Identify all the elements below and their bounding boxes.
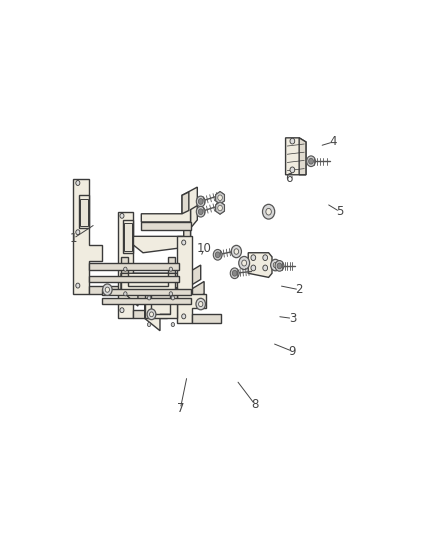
Circle shape — [120, 308, 124, 313]
Circle shape — [215, 252, 220, 257]
Polygon shape — [88, 276, 179, 282]
Text: 10: 10 — [197, 242, 212, 255]
Polygon shape — [145, 288, 152, 302]
Polygon shape — [192, 314, 221, 322]
Polygon shape — [133, 310, 167, 318]
Circle shape — [232, 270, 237, 276]
Circle shape — [309, 158, 314, 164]
Text: 7: 7 — [177, 402, 184, 415]
Polygon shape — [169, 257, 175, 273]
Polygon shape — [102, 289, 191, 295]
Circle shape — [198, 209, 203, 215]
Polygon shape — [123, 220, 133, 253]
Polygon shape — [215, 191, 224, 204]
Polygon shape — [121, 257, 128, 273]
Circle shape — [124, 292, 127, 296]
Circle shape — [196, 298, 205, 310]
Circle shape — [124, 267, 127, 271]
Polygon shape — [141, 187, 197, 222]
Polygon shape — [182, 192, 189, 214]
Polygon shape — [215, 191, 224, 204]
Circle shape — [171, 296, 175, 300]
Circle shape — [148, 296, 151, 300]
Circle shape — [218, 195, 223, 200]
Text: 9: 9 — [289, 345, 296, 358]
Polygon shape — [248, 253, 272, 277]
Circle shape — [149, 312, 153, 317]
Circle shape — [76, 230, 80, 235]
Text: 5: 5 — [336, 205, 343, 218]
Circle shape — [218, 205, 223, 211]
Polygon shape — [286, 138, 306, 175]
Circle shape — [169, 292, 173, 296]
Circle shape — [196, 196, 205, 207]
Circle shape — [251, 265, 256, 271]
Circle shape — [182, 240, 186, 245]
Circle shape — [213, 249, 222, 260]
Circle shape — [105, 287, 110, 292]
Circle shape — [273, 262, 278, 268]
Text: 6: 6 — [285, 172, 293, 185]
Polygon shape — [141, 222, 191, 230]
Text: 4: 4 — [329, 135, 337, 148]
Polygon shape — [124, 223, 132, 251]
Polygon shape — [121, 273, 175, 290]
Text: 3: 3 — [289, 312, 296, 325]
Polygon shape — [74, 179, 102, 294]
Circle shape — [266, 208, 272, 215]
Polygon shape — [80, 199, 88, 226]
Circle shape — [307, 156, 315, 166]
Polygon shape — [117, 212, 146, 318]
Circle shape — [262, 204, 275, 219]
Circle shape — [239, 256, 250, 270]
Circle shape — [271, 260, 280, 271]
Polygon shape — [215, 202, 224, 214]
Polygon shape — [133, 265, 201, 288]
Polygon shape — [299, 138, 306, 175]
Polygon shape — [184, 207, 191, 245]
Polygon shape — [133, 204, 197, 253]
Circle shape — [171, 322, 175, 327]
Circle shape — [196, 206, 205, 217]
Circle shape — [242, 260, 247, 266]
Polygon shape — [102, 298, 191, 304]
Circle shape — [275, 261, 284, 271]
Circle shape — [147, 309, 156, 320]
Polygon shape — [177, 236, 206, 322]
Circle shape — [169, 267, 173, 271]
Text: 1: 1 — [70, 232, 77, 245]
Circle shape — [198, 302, 203, 306]
Circle shape — [277, 263, 282, 269]
Polygon shape — [133, 281, 204, 302]
Polygon shape — [184, 195, 197, 212]
Circle shape — [218, 195, 223, 200]
Circle shape — [251, 255, 256, 261]
Polygon shape — [170, 288, 177, 302]
Circle shape — [218, 205, 223, 211]
Polygon shape — [88, 263, 179, 270]
Circle shape — [234, 249, 239, 254]
Polygon shape — [215, 202, 224, 214]
Circle shape — [148, 322, 151, 327]
Circle shape — [76, 283, 80, 288]
Polygon shape — [145, 302, 177, 318]
Circle shape — [230, 268, 239, 279]
Circle shape — [263, 255, 268, 261]
Circle shape — [290, 167, 295, 173]
Circle shape — [182, 314, 186, 319]
Circle shape — [231, 245, 241, 257]
Polygon shape — [78, 195, 88, 228]
Circle shape — [76, 181, 80, 185]
Circle shape — [263, 265, 268, 271]
Circle shape — [102, 284, 112, 295]
Circle shape — [290, 138, 295, 144]
Circle shape — [120, 213, 124, 219]
Polygon shape — [145, 302, 177, 330]
Circle shape — [198, 199, 203, 204]
Text: 2: 2 — [295, 283, 303, 296]
Polygon shape — [121, 273, 175, 306]
Text: 8: 8 — [251, 398, 259, 411]
Polygon shape — [88, 286, 123, 294]
